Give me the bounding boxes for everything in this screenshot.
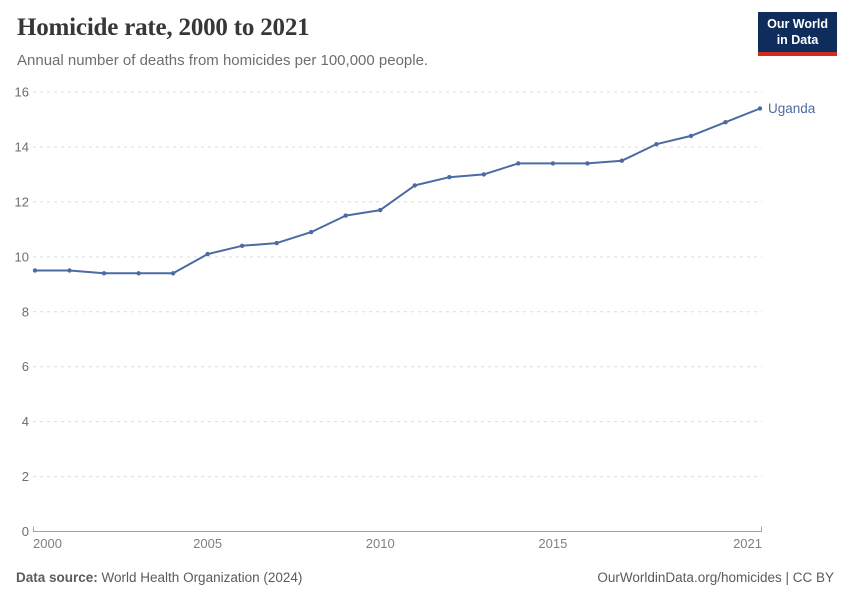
data-point[interactable] [136, 271, 141, 276]
data-point[interactable] [585, 161, 590, 166]
chart-subtitle: Annual number of deaths from homicides p… [17, 52, 429, 69]
y-axis-tick-label: 4 [22, 414, 29, 429]
data-source-text: Data source: World Health Organization (… [16, 570, 302, 585]
x-axis-tick-label: 2005 [193, 536, 222, 551]
data-point[interactable] [274, 240, 279, 246]
license-link[interactable]: OurWorldinData.org/homicides | CC BY [597, 569, 834, 585]
x-axis-tick-label: 2015 [538, 536, 567, 551]
data-point[interactable] [516, 161, 521, 166]
data-point[interactable] [723, 120, 728, 125]
y-axis-tick-label: 16 [15, 85, 29, 100]
data-point[interactable] [688, 133, 694, 139]
y-axis-tick-label: 8 [22, 304, 29, 319]
data-point[interactable] [205, 251, 210, 257]
data-point[interactable] [101, 271, 107, 276]
y-axis-tick-label: 0 [22, 524, 29, 539]
data-point[interactable] [239, 243, 245, 248]
data-point[interactable] [170, 271, 176, 276]
x-axis-tick-label: 2021 [733, 536, 762, 551]
y-axis-tick-label: 12 [15, 194, 29, 209]
entity-label-uganda[interactable]: Uganda [768, 101, 816, 116]
data-point[interactable] [378, 207, 383, 213]
owid-logo[interactable]: Our World in Data [758, 12, 837, 57]
data-source-label: Data source: [16, 569, 98, 585]
data-point[interactable] [309, 229, 314, 235]
data-point[interactable] [550, 161, 556, 166]
data-point[interactable] [343, 213, 348, 218]
y-axis-tick-label: 14 [15, 139, 29, 154]
data-point[interactable] [67, 268, 72, 273]
series-line-uganda[interactable] [34, 107, 761, 275]
chart-title: Homicide rate, 2000 to 2021 [17, 14, 310, 41]
chart-footer: Data source: World Health Organization (… [16, 567, 834, 587]
data-point[interactable] [619, 158, 625, 163]
x-axis-tick-label: 2010 [366, 536, 395, 551]
y-axis-tick-label: 10 [15, 249, 29, 264]
x-axis-tick-label: 2000 [33, 536, 62, 551]
data-point[interactable] [32, 268, 38, 273]
y-axis-tick-label: 6 [22, 359, 29, 374]
data-point[interactable] [481, 172, 486, 177]
data-point[interactable] [447, 175, 452, 180]
data-point[interactable] [757, 106, 763, 111]
owid-logo-line1: Our World [767, 17, 828, 31]
y-axis-tick-label: 2 [22, 469, 29, 484]
data-source-value: World Health Organization (2024) [97, 569, 303, 585]
data-point[interactable] [412, 183, 417, 188]
owid-logo-line2: in Data [776, 32, 819, 47]
data-point[interactable] [654, 142, 659, 147]
